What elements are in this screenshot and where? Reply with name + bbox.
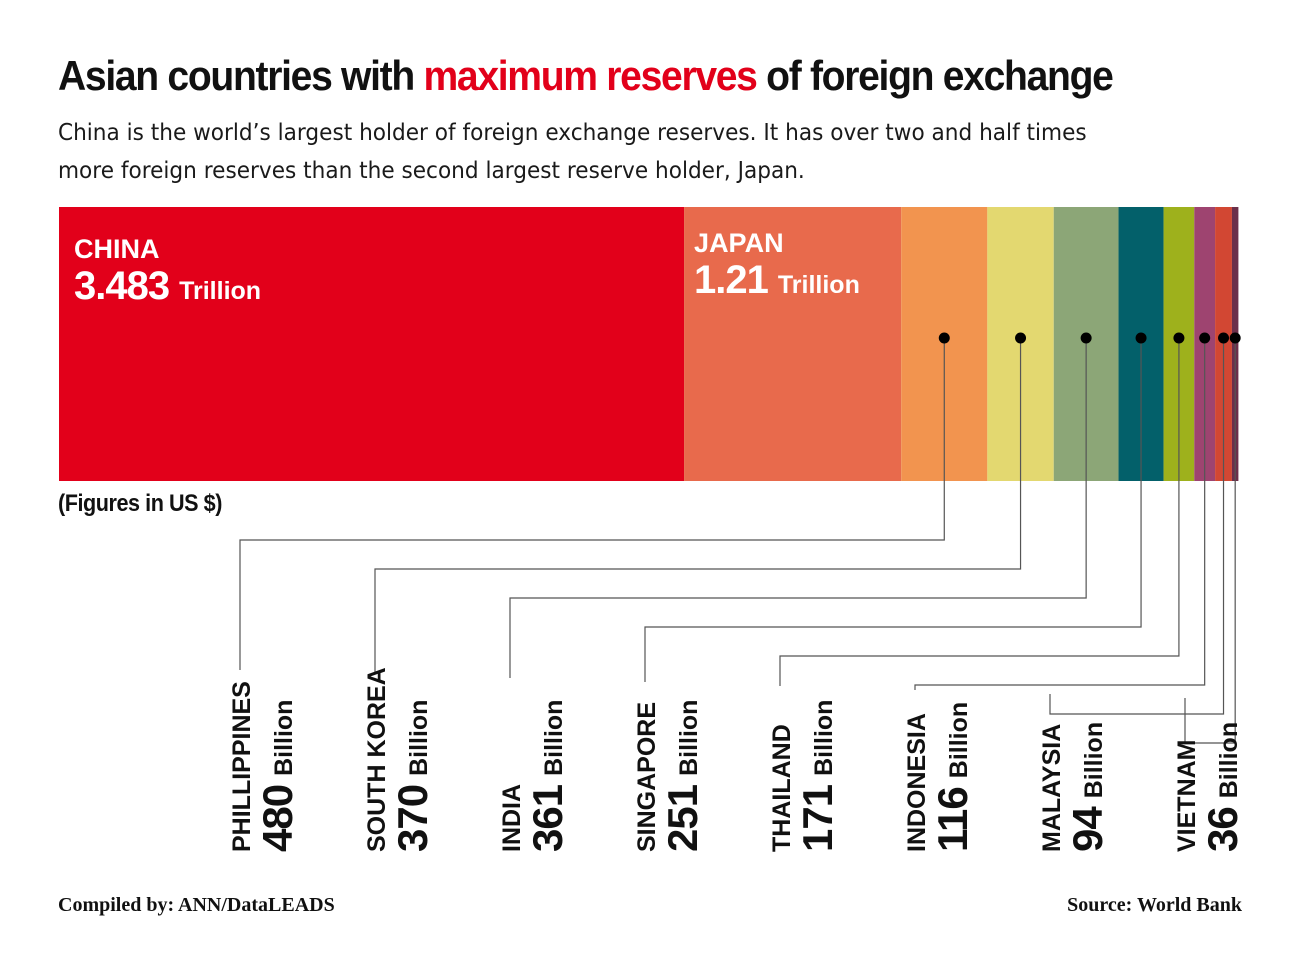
dot-india <box>1080 332 1092 344</box>
label-india-name: INDIA <box>498 784 526 852</box>
label-malaysia-value: 94Billion <box>1064 722 1111 852</box>
chart-title: Asian countries with maximum reserves of… <box>58 52 1114 100</box>
label-japan-value: 1.21 Trillion <box>694 258 860 302</box>
label-phillippines-value: 480Billion <box>254 700 301 852</box>
label-south-korea-value: 370Billion <box>389 700 436 852</box>
label-vietnam-value: 36Billion <box>1199 722 1246 852</box>
dot-south-korea <box>1015 332 1027 344</box>
label-thailand-name: THAILAND <box>768 724 796 852</box>
bar-japan <box>684 207 902 481</box>
dot-thailand <box>1173 332 1185 344</box>
label-singapore-value: 251Billion <box>659 700 706 852</box>
source-text: Source: World Bank <box>1067 894 1242 916</box>
label-indonesia-value: 116Billion <box>929 702 976 852</box>
leader-south-korea <box>374 338 1022 674</box>
dot-malaysia <box>1218 332 1230 344</box>
bar-segments <box>59 207 1239 481</box>
leader-singapore <box>644 338 1142 682</box>
units-note: (Figures in US $) <box>58 490 222 517</box>
leader-vietnam <box>1184 338 1236 744</box>
label-india-value: 361Billion <box>524 700 571 852</box>
label-thailand-value: 171Billion <box>794 700 841 852</box>
leader-india <box>509 338 1087 678</box>
dot-phillippines <box>938 332 950 344</box>
credit-text: Compiled by: ANN/DataLEADS <box>58 894 335 916</box>
title-part-3: of foreign exchange <box>756 52 1114 99</box>
title-highlight: maximum reserves <box>423 52 757 99</box>
leader-thailand <box>779 338 1180 686</box>
dot-indonesia <box>1199 332 1211 344</box>
chart-subtitle: China is the world’s largest holder of f… <box>58 120 1087 184</box>
label-south-korea-name: SOUTH KOREA <box>363 667 391 852</box>
label-malaysia-name: MALAYSIA <box>1038 724 1066 852</box>
leader-phillippines <box>239 338 945 670</box>
label-vietnam-name: VIETNAM <box>1173 740 1201 853</box>
label-phillippines-name: PHILLIPPINES <box>228 681 256 852</box>
dot-vietnam <box>1229 332 1241 344</box>
dot-singapore <box>1135 332 1147 344</box>
label-china-value: 3.483 Trillion <box>74 264 261 308</box>
label-singapore-name: SINGAPORE <box>633 702 661 852</box>
label-china-name: CHINA <box>74 234 160 264</box>
leader-malaysia <box>1049 338 1225 715</box>
title-part-1: Asian countries with <box>58 52 424 99</box>
leader-indonesia <box>914 338 1206 690</box>
callout-leaders <box>239 332 1241 744</box>
label-indonesia-name: INDONESIA <box>903 713 931 852</box>
bar-china <box>59 207 685 481</box>
label-japan-name: JAPAN <box>694 228 784 258</box>
